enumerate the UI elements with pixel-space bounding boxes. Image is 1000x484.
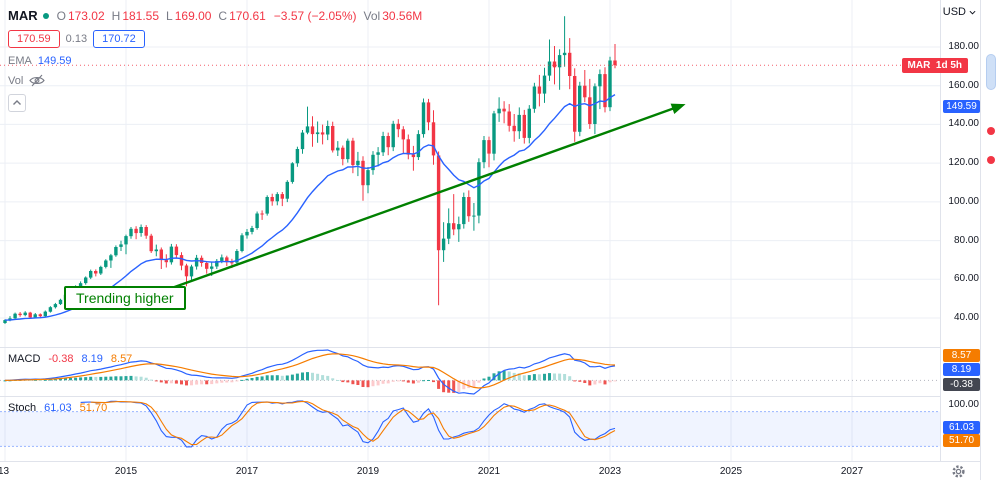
ohlc-values: O 173.02 H 181.55 L 169.00 C 170.61 −3.57 (−2.05… — [57, 9, 423, 23]
year-tick-2017: 2017 — [235, 466, 259, 477]
macd-histogram — [3, 370, 617, 393]
symbol-name[interactable]: MAR — [8, 8, 38, 23]
buy-button[interactable]: 170.72 — [93, 30, 145, 48]
chevron-down-icon — [969, 10, 976, 15]
symbol-row: MAR O 173.02 H 181.55 L 169.00 C 170.61 −3.57 (−… — [8, 8, 422, 23]
ema-legend-row[interactable]: EMA 149.59 — [8, 55, 422, 67]
volume-indicator-label: Vol — [8, 74, 24, 87]
gear-icon[interactable] — [951, 464, 966, 484]
legend-collapse-button[interactable] — [8, 94, 26, 112]
price-tick-180: 180.00 — [948, 41, 979, 52]
close-value: 170.61 — [229, 8, 266, 23]
price-tick-100: 100.00 — [948, 196, 979, 207]
stoch-d-badge: 51.70 — [943, 434, 980, 447]
ema-axis-badge: 149.59 — [943, 100, 980, 113]
price-tick-60: 60.00 — [953, 273, 979, 284]
trend-arrow[interactable] — [149, 103, 686, 297]
macd-line-badge: 8.19 — [943, 363, 980, 376]
currency-selector[interactable]: USD — [943, 6, 976, 18]
macd-signal-badge: 8.57 — [943, 349, 980, 362]
year-tick-2015: 2015 — [114, 466, 138, 477]
alert-marker-icon[interactable] — [987, 156, 995, 164]
currency-label: USD — [942, 6, 966, 18]
macd-line-value: 8.19 — [81, 353, 103, 365]
eye-slash-icon[interactable] — [29, 74, 45, 87]
stoch-k-value: 61.03 — [44, 402, 72, 414]
low-label: L — [166, 8, 173, 23]
ema-value: 149.59 — [37, 55, 72, 67]
stoch-k-badge: 61.03 — [943, 421, 980, 434]
price-axis[interactable]: USD 180.00 160.00 140.00 120.00 100.00 8… — [940, 0, 980, 462]
price-tick-140: 140.00 — [948, 118, 979, 129]
ema-label: EMA — [8, 55, 32, 67]
year-tick-2021: 2021 — [477, 466, 501, 477]
stoch-d-line — [90, 400, 616, 446]
year-tick-2023: 2023 — [598, 466, 622, 477]
macd-histogram-badge: -0.38 — [943, 378, 980, 391]
trend-annotation-label[interactable]: Trending higher — [64, 286, 186, 310]
macd-label: MACD — [8, 353, 41, 365]
year-tick-2025: 2025 — [719, 466, 743, 477]
volume-legend-row[interactable]: Vol — [8, 74, 422, 87]
stoch-band — [0, 411, 940, 447]
chevron-up-icon — [13, 100, 21, 105]
change-value: −3.57 (−2.05%) — [273, 8, 357, 23]
stoch-d-value: 51.70 — [79, 402, 108, 414]
close-label: C — [218, 8, 228, 23]
volume-value: 30.56M — [382, 8, 423, 23]
chart-canvas[interactable] — [0, 0, 980, 462]
market-status-dot — [42, 12, 49, 19]
year-tick-2013: 13 — [0, 466, 10, 477]
open-label: O — [56, 8, 66, 23]
price-tick-40: 40.00 — [953, 312, 979, 323]
bid-ask-row: 170.59 0.13 170.72 — [8, 30, 422, 48]
high-value: 181.55 — [122, 8, 160, 23]
symbol-legend: MAR O 173.02 H 181.55 L 169.00 C 170.61 −3.57 (−… — [8, 8, 422, 119]
last-price-countdown-badge: MAR 1d 5h — [901, 58, 968, 73]
price-tick-80: 80.00 — [953, 235, 979, 246]
macd-signal-value: 8.57 — [110, 353, 133, 365]
high-label: H — [111, 8, 121, 23]
spread-value: 0.13 — [65, 33, 88, 45]
stoch-scale-top-label: 100.00 — [948, 399, 979, 410]
price-tick-120: 120.00 — [948, 157, 979, 168]
year-tick-2027: 2027 — [840, 466, 864, 477]
alert-marker-icon[interactable] — [987, 127, 995, 135]
stoch-label: Stoch — [8, 402, 37, 414]
stoch-legend[interactable]: Stoch 61.03 51.70 — [8, 402, 107, 414]
macd-hist-value: -0.38 — [48, 353, 74, 365]
low-value: 169.00 — [174, 8, 212, 23]
right-toolbar-strip — [980, 0, 1000, 480]
time-axis[interactable]: 13 2015 2017 2019 2021 2023 2025 2027 — [0, 461, 1000, 480]
macd-legend[interactable]: MACD -0.38 8.19 8.57 — [8, 353, 132, 365]
macd-line — [4, 349, 616, 395]
year-tick-2019: 2019 — [356, 466, 380, 477]
volume-label: Vol — [363, 8, 381, 23]
axis-scroll-thumb[interactable] — [986, 54, 996, 90]
price-tick-160: 160.00 — [948, 80, 979, 91]
sell-button[interactable]: 170.59 — [8, 30, 60, 48]
candlestick-series — [3, 16, 617, 324]
stoch-k-line — [80, 400, 616, 448]
macd-signal-line — [4, 353, 616, 389]
open-value: 173.02 — [67, 8, 105, 23]
